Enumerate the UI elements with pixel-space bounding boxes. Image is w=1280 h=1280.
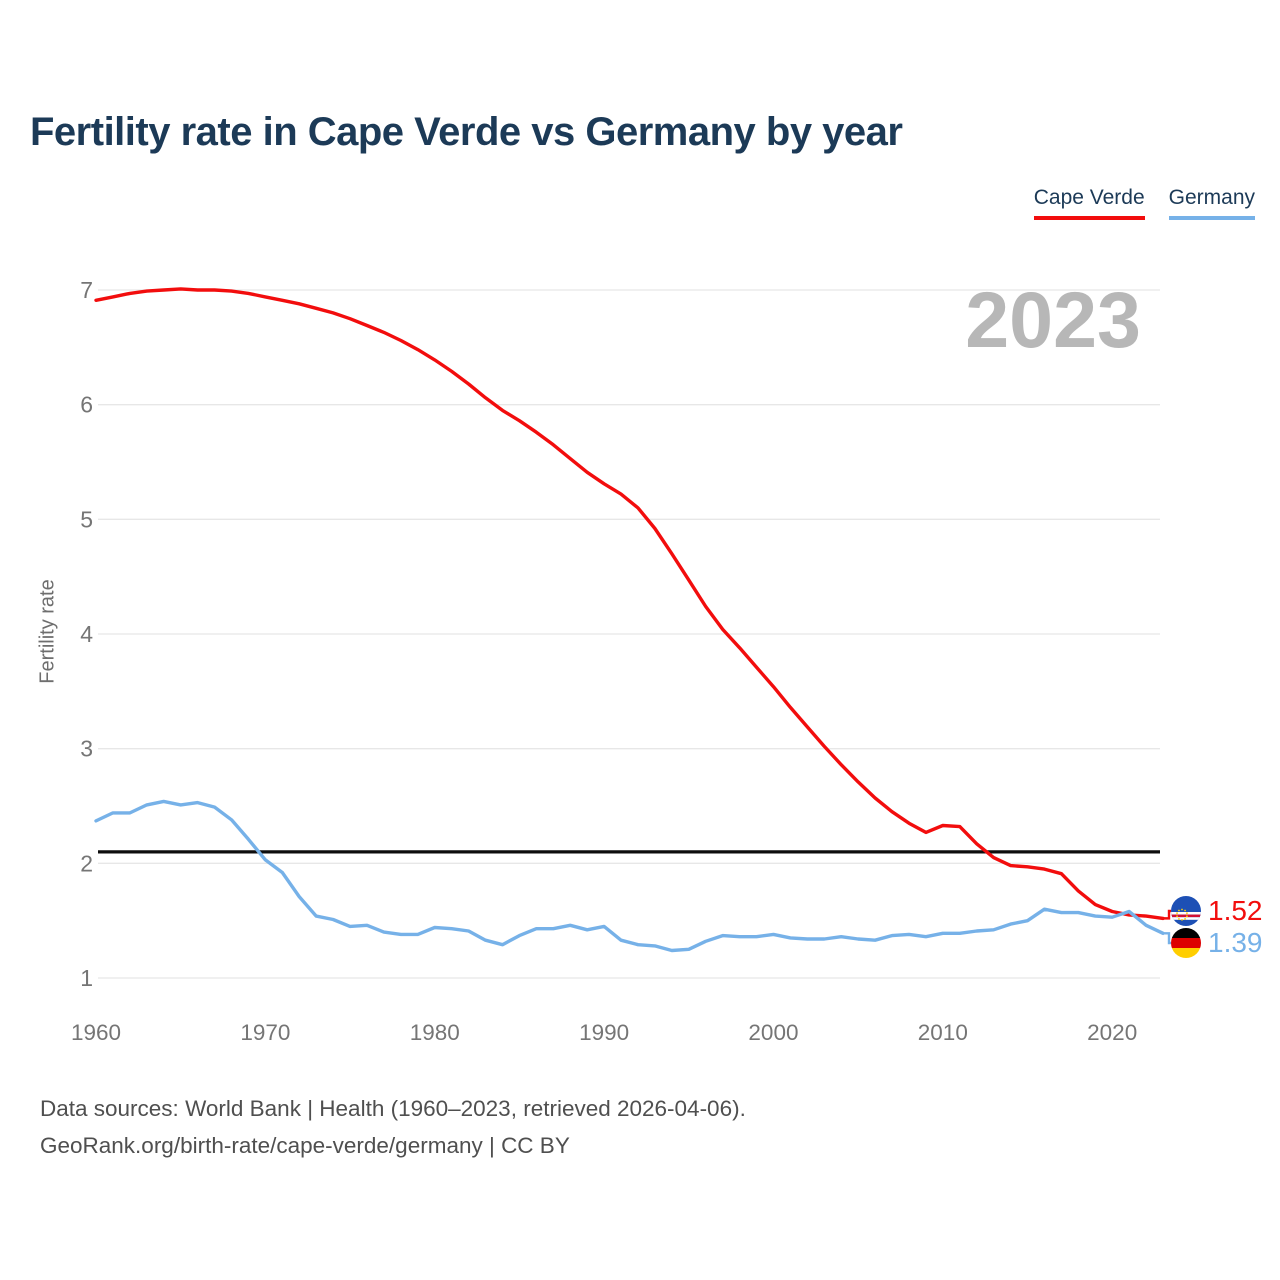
footer-attribution: GeoRank.org/birth-rate/cape-verde/german… [40,1133,570,1158]
legend: Cape Verde Germany [1033,186,1255,220]
end-connector-cape-verde [1163,909,1171,920]
legend-item-germany[interactable]: Germany [1168,186,1255,220]
series-line-cape-verde[interactable] [94,287,1165,921]
y-tick-label: 1 [80,965,93,991]
x-tick-label: 2020 [1087,1020,1137,1045]
end-connector-germany [1163,932,1171,945]
y-tick-label: 3 [80,736,93,762]
x-tick-label: 1960 [71,1020,121,1045]
germany-flag-icon [1171,928,1201,958]
footer-data-sources: Data sources: World Bank | Health (1960–… [40,1096,746,1121]
cape-verde-flag-icon [1171,896,1201,926]
y-tick-label: 5 [80,506,93,532]
x-tick-label: 1970 [240,1020,290,1045]
y-axis-title: Fertility rate [36,579,59,684]
y-tick-label: 2 [80,850,93,876]
x-tick-label: 1980 [410,1020,460,1045]
y-tick-label: 7 [80,277,93,303]
x-tick-label: 2010 [918,1020,968,1045]
end-value-cape-verde: 1.52 [1208,895,1263,926]
end-value-germany: 1.39 [1208,927,1263,958]
footer: Data sources: World Bank | Health (1960–… [40,1090,746,1164]
legend-item-cape-verde[interactable]: Cape Verde [1033,186,1145,220]
x-tick-label: 1990 [579,1020,629,1045]
watermark-year: 2023 [965,275,1141,364]
y-tick-label: 4 [80,621,93,647]
x-tick-label: 2000 [748,1020,798,1045]
series-line-germany[interactable] [94,799,1165,953]
y-tick-label: 6 [80,392,93,418]
page-title: Fertility rate in Cape Verde vs Germany … [30,110,903,154]
